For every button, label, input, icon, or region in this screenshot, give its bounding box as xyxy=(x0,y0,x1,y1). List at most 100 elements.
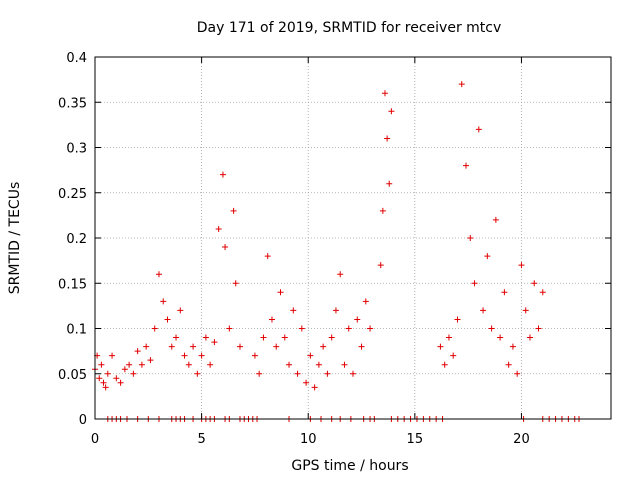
data-point xyxy=(268,316,275,323)
data-point xyxy=(441,361,448,368)
data-point xyxy=(222,244,229,251)
data-point xyxy=(492,216,499,223)
data-point xyxy=(251,352,258,359)
data-point xyxy=(337,271,344,278)
data-point xyxy=(113,375,120,382)
data-point xyxy=(315,361,322,368)
data-point xyxy=(379,207,386,214)
data-point xyxy=(219,171,226,178)
data-point xyxy=(497,334,504,341)
data-point xyxy=(514,370,521,377)
y-axis-label: SRMTID / TECUs xyxy=(7,182,23,295)
data-point xyxy=(232,280,239,287)
data-point xyxy=(143,343,150,350)
data-point xyxy=(345,325,352,332)
data-point xyxy=(151,325,158,332)
data-point xyxy=(155,271,162,278)
data-point xyxy=(109,352,116,359)
y-tick-label: 0.05 xyxy=(58,368,87,383)
chart-title: Day 171 of 2019, SRMTID for receiver mtc… xyxy=(197,20,502,36)
x-tick-label: 15 xyxy=(407,432,424,447)
data-point xyxy=(198,352,205,359)
grid xyxy=(95,57,611,419)
y-tick-label: 0.1 xyxy=(66,323,87,338)
data-point xyxy=(215,225,222,232)
data-point xyxy=(256,370,263,377)
data-point xyxy=(173,334,180,341)
data-point xyxy=(354,316,361,323)
data-point xyxy=(377,262,384,269)
data-point xyxy=(277,289,284,296)
data-point xyxy=(177,307,184,314)
data-point xyxy=(350,370,356,377)
data-point xyxy=(147,357,154,364)
data-point xyxy=(168,343,175,350)
data-point xyxy=(138,361,145,368)
data-point xyxy=(526,334,533,341)
data-point xyxy=(488,325,495,332)
data-point xyxy=(185,361,192,368)
data-point xyxy=(100,379,107,386)
data-point xyxy=(454,316,461,323)
data-point xyxy=(367,325,374,332)
data-point xyxy=(463,162,470,169)
data-point xyxy=(290,307,297,314)
data-point xyxy=(211,339,218,346)
data-point xyxy=(458,81,465,88)
y-tick-label: 0.2 xyxy=(66,232,87,247)
data-point xyxy=(358,343,365,350)
data-point xyxy=(531,280,538,287)
data-point xyxy=(303,379,310,386)
data-point xyxy=(475,126,482,133)
data-point xyxy=(294,370,301,377)
y-tick-label: 0 xyxy=(79,413,87,428)
data-point xyxy=(164,316,171,323)
data-point xyxy=(96,375,103,382)
data-points xyxy=(92,81,583,422)
x-tick-label: 0 xyxy=(91,432,99,447)
data-point xyxy=(505,361,512,368)
data-point xyxy=(437,343,444,350)
data-point xyxy=(445,334,452,341)
data-point xyxy=(121,366,128,373)
data-point xyxy=(273,343,280,350)
data-point xyxy=(160,298,167,305)
data-point xyxy=(190,343,197,350)
data-point xyxy=(260,334,267,341)
data-point xyxy=(104,370,111,377)
y-tick-label: 0.4 xyxy=(66,51,87,66)
x-axis-label: GPS time / hours xyxy=(291,458,408,474)
data-point xyxy=(236,343,243,350)
data-point xyxy=(130,370,137,377)
data-point xyxy=(320,343,327,350)
y-tick-label: 0.15 xyxy=(58,277,87,292)
data-point xyxy=(281,334,288,341)
data-point xyxy=(134,348,141,355)
data-point xyxy=(324,370,331,377)
data-point xyxy=(467,235,474,241)
data-point xyxy=(539,289,546,296)
data-point xyxy=(328,334,335,341)
data-point xyxy=(102,384,109,391)
data-point xyxy=(202,334,209,341)
x-tick-label: 20 xyxy=(513,432,530,447)
data-point xyxy=(386,180,393,187)
y-tick-label: 0.3 xyxy=(66,142,87,157)
y-tick-label: 0.35 xyxy=(58,96,87,111)
data-point xyxy=(230,207,237,214)
data-point xyxy=(341,361,348,368)
data-point xyxy=(286,361,293,368)
y-tick-label: 0.25 xyxy=(58,187,87,202)
data-point xyxy=(311,384,318,391)
data-point xyxy=(307,352,314,359)
data-point xyxy=(381,90,388,97)
plot-frame xyxy=(94,56,612,420)
x-tick-label: 5 xyxy=(197,432,205,447)
data-point xyxy=(535,325,542,332)
data-point xyxy=(117,379,124,386)
data-point xyxy=(98,361,105,368)
data-point xyxy=(298,325,305,332)
data-point xyxy=(518,262,525,269)
data-point xyxy=(480,307,487,314)
